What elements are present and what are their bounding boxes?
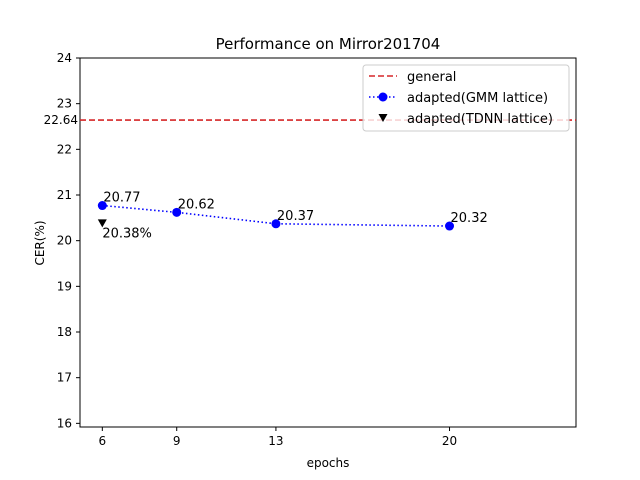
y-tick-label: 19 [57,279,72,293]
plot-area [79,57,577,428]
series-layer: 22.64 20.77 20.62 20.37 20.32 20.38% [44,113,576,241]
general-baseline-label: 22.64 [44,113,78,127]
x-axis-ticks: 6 9 13 20 [98,427,457,448]
x-tick-label: 20 [442,434,457,448]
y-axis-ticks: 16 17 18 19 20 21 22 23 24 [57,51,80,430]
gmm-data-label: 20.37 [277,209,314,224]
gmm-data-point [172,207,182,217]
x-axis-label: epochs [307,456,350,470]
gmm-data-point [271,219,281,229]
legend-entry-label: adapted(GMM lattice) [407,91,548,106]
legend: general adapted(GMM lattice) adapted(TDNN … [362,64,570,132]
y-tick-label: 18 [57,325,72,339]
tdnn-data-point [97,219,107,228]
legend-entry-label: adapted(TDNN lattice) [407,112,553,127]
y-tick-label: 20 [57,234,72,248]
legend-swatch-gmm-marker [378,92,388,102]
legend-swatch-tdnn-marker [378,114,388,122]
tdnn-data-label: 20.38% [102,226,152,241]
chart-title: Performance on Mirror201704 [216,35,441,53]
x-tick-label: 9 [173,434,181,448]
x-tick-label: 13 [268,434,283,448]
y-tick-label: 22 [57,142,72,156]
y-tick-label: 17 [57,371,72,385]
gmm-data-label: 20.62 [178,197,215,212]
x-tick-label: 6 [98,434,106,448]
gmm-series-line [102,204,450,227]
y-tick-label: 23 [57,97,72,111]
y-axis-label: CER(%) [33,220,47,265]
gmm-data-label: 20.32 [451,211,488,226]
legend-box [362,64,570,132]
legend-entry-label: general [407,70,456,85]
y-tick-label: 16 [57,416,72,430]
y-tick-label: 24 [57,51,72,65]
y-tick-label: 21 [57,188,72,202]
gmm-data-label: 20.77 [103,191,140,206]
gmm-data-point [97,201,107,211]
gmm-data-point [445,221,455,231]
